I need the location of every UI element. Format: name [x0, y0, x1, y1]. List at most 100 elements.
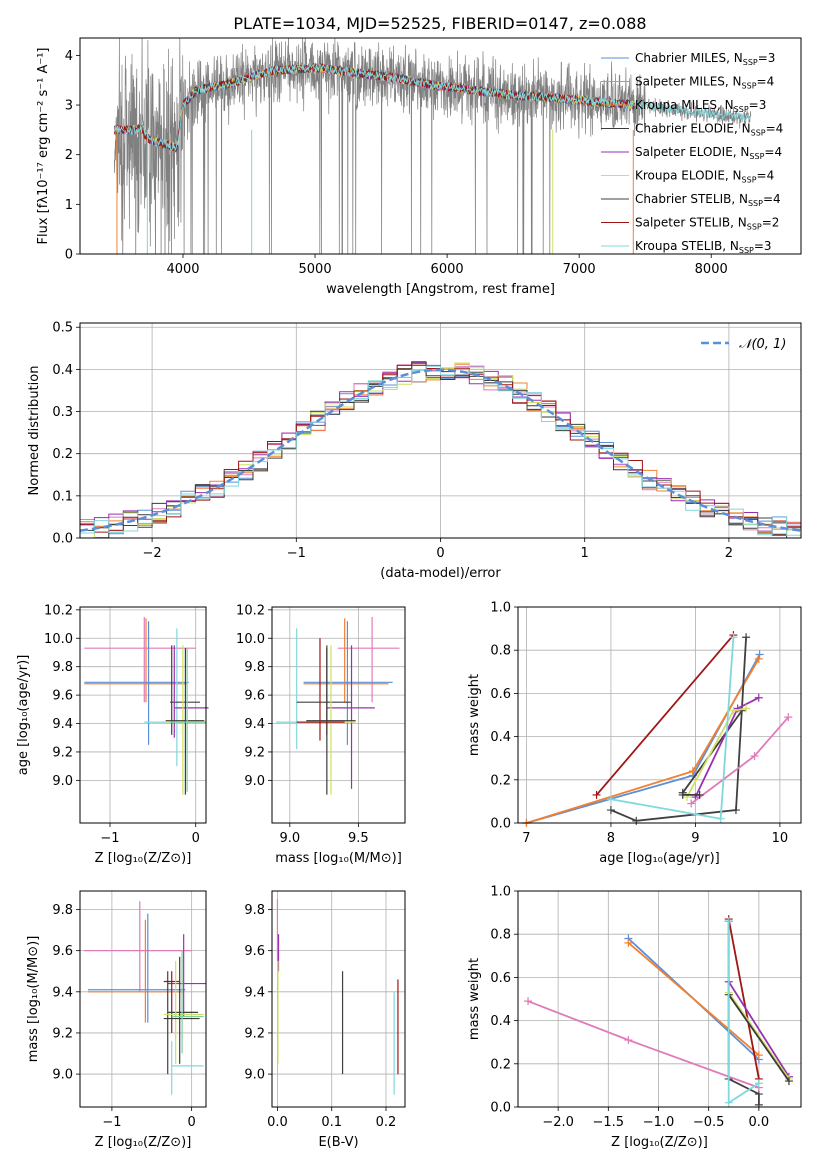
x-axis-label: wavelength [Angstrom, rest frame]	[326, 282, 555, 297]
weight-series-line	[727, 981, 790, 1078]
y-tick-label: 9.6	[244, 944, 265, 959]
legend-entry: 𝒩(0, 1)	[739, 337, 786, 352]
weight-point-marker	[695, 790, 704, 799]
x-tick-label: 7000	[563, 262, 596, 277]
age-vs-metallicity-panel: −1 0 9.0 9.2 9.4 9.6 9.8 10.0 10.2 Z [log₁₀(Z/Z⊙)…	[16, 603, 209, 866]
weight-point-marker	[754, 1051, 763, 1060]
x-tick-label: 8000	[695, 262, 728, 277]
x-tick-label: 2	[725, 546, 733, 561]
legend-entry: Salpeter ELODIE, NSSP=4	[635, 145, 782, 161]
y-tick-label: 0.5	[52, 321, 73, 336]
x-tick-label: 9	[691, 831, 699, 846]
axes-frame	[79, 606, 207, 824]
weight-point-marker	[750, 752, 759, 761]
weight-point-marker	[729, 706, 738, 715]
x-tick-label: 0.2	[376, 1115, 397, 1130]
weight-point-marker	[524, 997, 533, 1006]
x-tick-label: 0.1	[321, 1115, 342, 1130]
x-axis-label: Z [log₁₀(Z/Z⊙)]	[95, 1135, 192, 1150]
weight-point-marker	[733, 704, 742, 713]
legend-entry: Salpeter STELIB, NSSP=2	[635, 216, 779, 232]
y-tick-label: 1.0	[490, 885, 511, 900]
weight-point-marker	[731, 806, 740, 815]
axes-frame	[517, 890, 802, 1108]
y-axis-label: Normed distribution	[27, 366, 42, 496]
y-tick-label: 0.0	[490, 817, 511, 832]
x-tick-label: −1.0	[643, 1115, 675, 1130]
y-tick-label: 9.8	[244, 660, 265, 675]
figure-title: PLATE=1034, MJD=52525, FIBERID=0147, z=0…	[233, 14, 646, 33]
x-tick-label: 10	[772, 831, 789, 846]
weight-point-marker	[742, 633, 751, 642]
y-tick-label: 0.0	[490, 1101, 511, 1116]
normal-curve	[80, 368, 801, 532]
y-tick-label: 9.0	[244, 1068, 265, 1083]
weight-point-marker	[729, 633, 738, 642]
weight-series-line	[727, 918, 760, 1080]
y-tick-label: 9.8	[52, 660, 73, 675]
legend-entry: Kroupa STELIB, NSSP=3	[635, 239, 772, 255]
x-tick-label: 0	[188, 1115, 196, 1130]
y-tick-label: 0.1	[52, 489, 73, 504]
weight-vs-age-panel: 7 8 9 10 0.0 0.2 0.4 0.6 0.8 1.0 age [log₁₀(age/yr…	[467, 601, 802, 866]
y-tick-label: 9.6	[244, 689, 265, 704]
x-tick-label: −1	[102, 1115, 121, 1130]
y-tick-label: 9.6	[52, 944, 73, 959]
y-tick-label: 0	[65, 248, 73, 263]
x-axis-label: E(B-V)	[318, 1135, 358, 1150]
weight-point-marker	[742, 704, 751, 713]
legend-entry: Chabrier STELIB, NSSP=4	[635, 192, 781, 208]
x-tick-label: 0.0	[267, 1115, 288, 1130]
weight-point-marker	[755, 650, 764, 659]
y-tick-label: 0.8	[490, 928, 511, 943]
model-trace	[113, 62, 635, 152]
x-tick-label: −1	[100, 831, 119, 846]
legend-entry: Chabrier ELODIE, NSSP=4	[635, 122, 783, 138]
x-tick-label: 0	[192, 831, 200, 846]
weight-point-marker	[592, 790, 601, 799]
weight-series-line	[526, 654, 761, 824]
age-vs-mass-panel: 9.0 9.5 9.0 9.2 9.4 9.6 9.8 10.0 10.2 mass [log₁₀…	[236, 603, 406, 866]
mass-vs-metallicity-panel: −1 0 9.0 9.2 9.4 9.6 9.8 Z [log₁₀(Z/Z⊙)] mass [l…	[26, 890, 207, 1150]
y-tick-label: 0.6	[490, 687, 511, 702]
weight-point-marker	[724, 917, 733, 926]
axes-frame	[79, 890, 207, 1108]
weight-vs-metallicity-panel: −2.0 −1.5 −1.0 −0.5 0.0 0.0 0.2 0.4 0.6 0.8 1.0 Z […	[467, 885, 802, 1150]
weight-point-marker	[632, 816, 641, 825]
y-axis-label: Flux [fλ10⁻¹⁷ erg cm⁻² s⁻¹ A⁻¹]	[36, 48, 51, 245]
x-tick-label: 7	[522, 831, 530, 846]
axes-frame	[271, 606, 406, 824]
y-tick-label: 0.8	[490, 644, 511, 659]
y-tick-label: 9.4	[52, 717, 73, 732]
y-tick-label: 0.0	[52, 532, 73, 547]
weight-point-marker	[716, 814, 725, 823]
weight-point-marker	[784, 1077, 793, 1086]
y-axis-label: mass weight	[467, 958, 482, 1040]
y-tick-label: 10.2	[236, 603, 265, 618]
y-tick-label: 0.4	[490, 1014, 511, 1029]
y-tick-label: 9.4	[244, 717, 265, 732]
x-tick-label: −1	[287, 546, 306, 561]
x-tick-label: −2	[143, 546, 162, 561]
weight-point-marker	[606, 795, 615, 804]
residuals-panel: −2 −1 0 1 2 0.0 0.1 0.2 0.3 0.4 0.5 (data-model)/er…	[27, 321, 802, 581]
y-axis-label: age [log₁₀(age/yr)]	[16, 655, 31, 776]
y-tick-label: 9.8	[244, 903, 265, 918]
legend-entry: Chabrier MILES, NSSP=3	[635, 51, 775, 67]
weight-point-marker	[754, 654, 763, 663]
weight-point-marker	[724, 1098, 733, 1107]
x-tick-label: −1.5	[593, 1115, 625, 1130]
x-axis-label: mass [log₁₀(M/M⊙)]	[275, 851, 402, 866]
weight-point-marker	[688, 767, 697, 776]
model-trace	[113, 62, 751, 152]
y-tick-label: 9.2	[244, 745, 265, 760]
y-tick-label: 9.0	[52, 774, 73, 789]
axes-frame	[79, 322, 802, 539]
y-tick-label: 9.0	[244, 774, 265, 789]
weight-series-line	[610, 637, 747, 822]
x-axis-label: age [log₁₀(age/yr)]	[599, 851, 720, 866]
legend-entry: Salpeter MILES, NSSP=4	[635, 75, 774, 91]
y-tick-label: 0.2	[490, 773, 511, 788]
y-tick-label: 0.4	[490, 730, 511, 745]
y-tick-label: 9.0	[52, 1068, 73, 1083]
